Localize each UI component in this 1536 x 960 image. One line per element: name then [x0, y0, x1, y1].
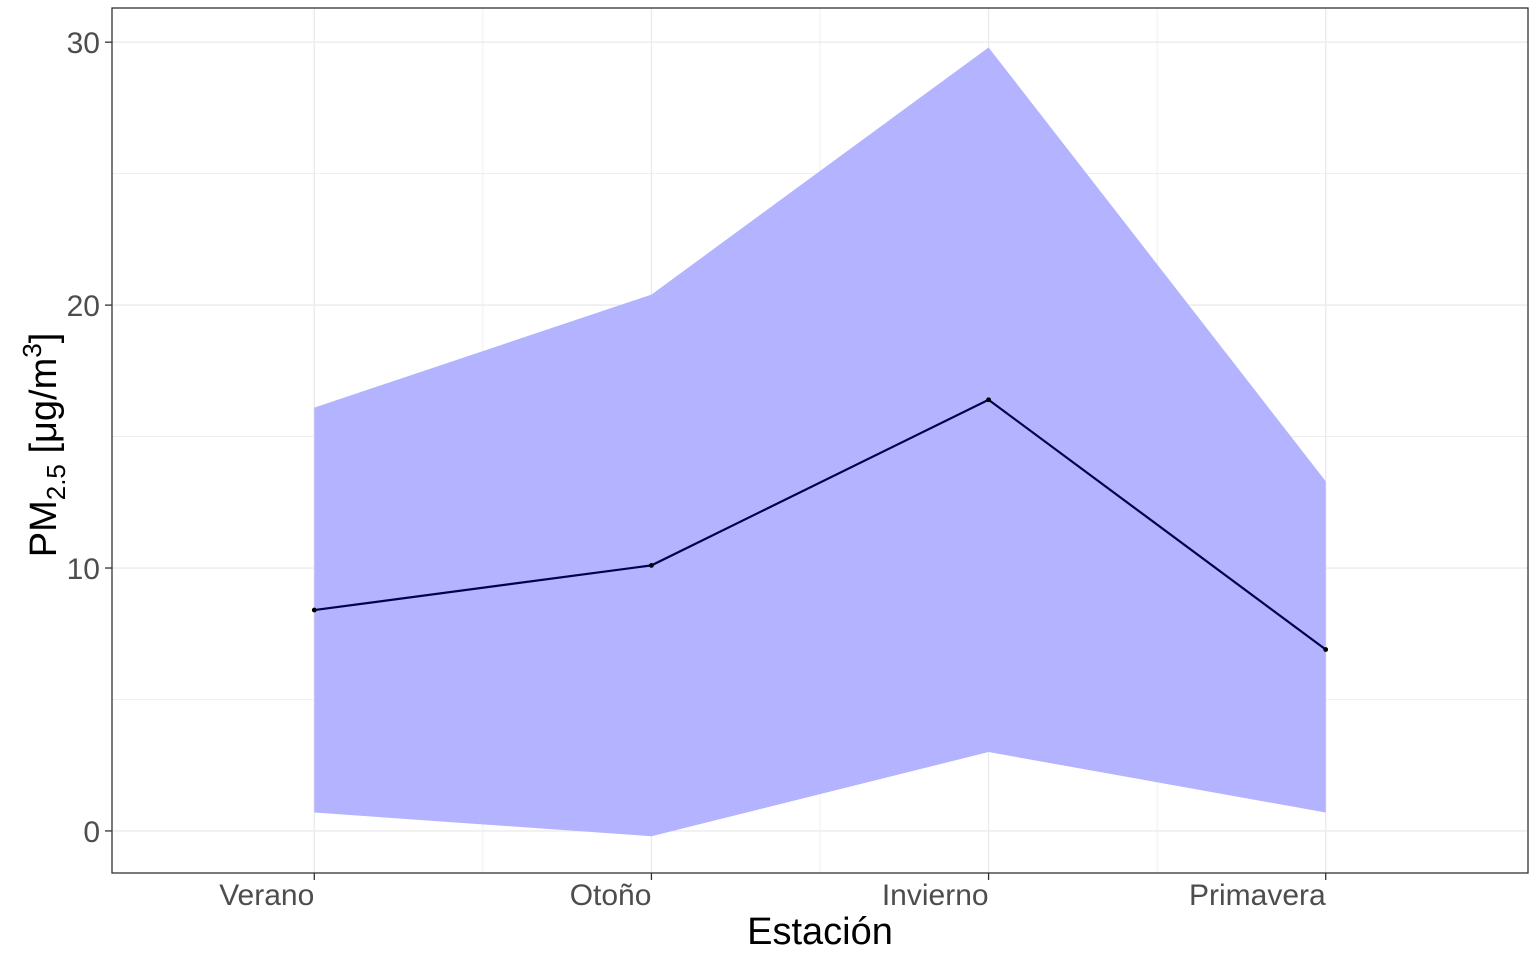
x-tick-label: Otoño	[570, 879, 652, 912]
x-axis-ticks: Verano Otoño Invierno Primavera	[219, 873, 1327, 912]
x-tick-label: Verano	[219, 879, 314, 912]
y-axis-title-unit-close: ]	[23, 333, 65, 344]
y-axis-title-subscript: 2.5	[41, 464, 71, 500]
y-axis-title: PM2.5 [μg/m3]	[17, 333, 71, 558]
y-tick-label: 30	[67, 27, 100, 60]
y-tick-label: 0	[83, 816, 100, 849]
range-band	[314, 47, 1326, 837]
y-axis-title-superscript: 3	[17, 343, 47, 357]
y-tick-label: 20	[67, 290, 100, 323]
series-point	[1323, 647, 1329, 652]
y-tick-label: 10	[67, 553, 100, 586]
series-point	[649, 562, 654, 568]
series-points	[311, 397, 1329, 652]
y-axis-title-prefix: PM	[23, 500, 65, 557]
x-tick-label: Primavera	[1189, 879, 1326, 912]
series-point	[311, 607, 317, 613]
x-tick-label: Invierno	[882, 879, 989, 912]
panel-border	[111, 7, 1529, 874]
y-axis-title-unit: [μg/m	[23, 358, 65, 464]
y-axis-ticks: 0 10 20 30	[67, 27, 112, 849]
x-axis-title: Estación	[747, 911, 893, 953]
series-line	[314, 398, 1327, 651]
series-point	[986, 397, 991, 403]
